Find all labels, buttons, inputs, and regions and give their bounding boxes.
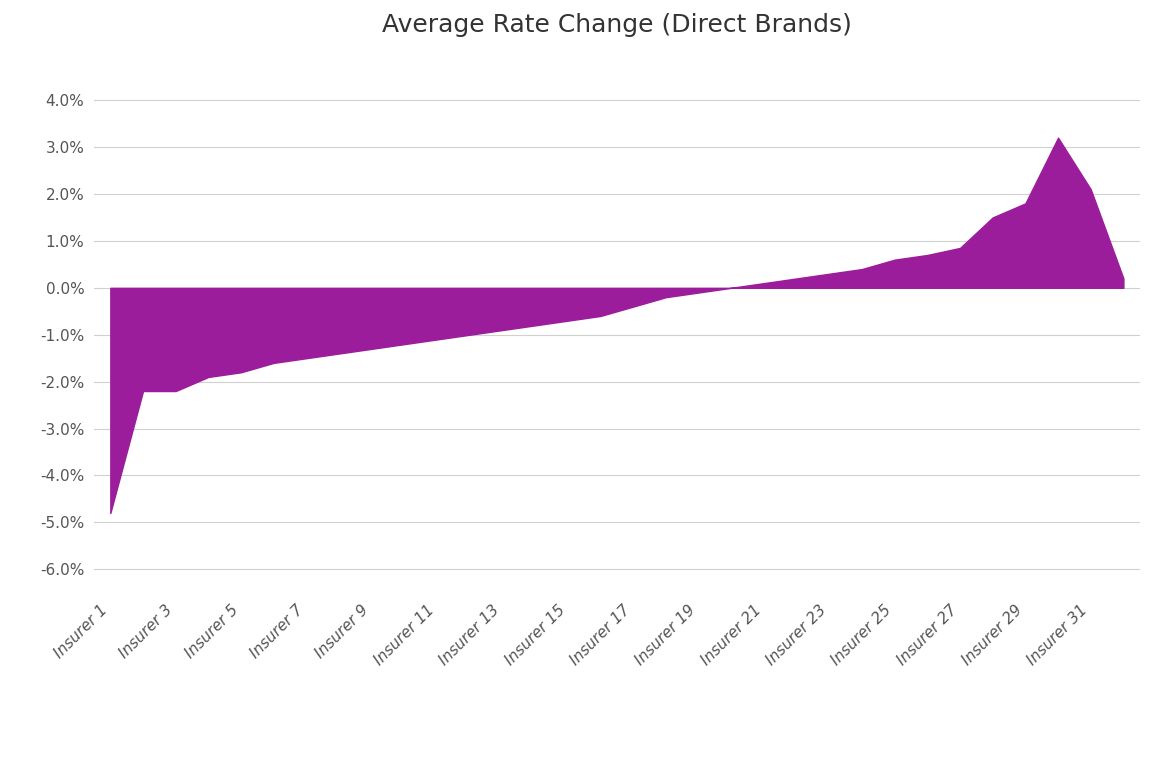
Title: Average Rate Change (Direct Brands): Average Rate Change (Direct Brands) [382, 14, 852, 37]
